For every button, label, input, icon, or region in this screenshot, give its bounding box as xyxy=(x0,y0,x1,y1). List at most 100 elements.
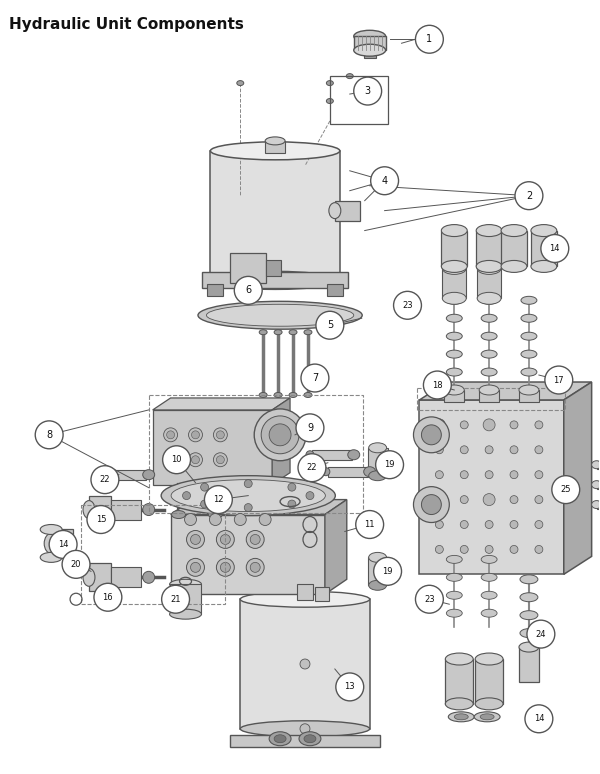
Ellipse shape xyxy=(520,628,538,638)
Text: 21: 21 xyxy=(170,594,181,604)
Circle shape xyxy=(483,419,495,431)
Bar xyxy=(208,284,223,296)
Bar xyxy=(368,557,388,585)
Ellipse shape xyxy=(519,642,539,652)
Ellipse shape xyxy=(521,386,537,394)
Ellipse shape xyxy=(521,368,537,376)
Text: 7: 7 xyxy=(312,373,318,383)
Ellipse shape xyxy=(446,296,462,304)
Circle shape xyxy=(436,446,443,454)
Ellipse shape xyxy=(445,698,473,710)
Text: 24: 24 xyxy=(536,629,546,639)
Circle shape xyxy=(185,513,196,526)
Bar xyxy=(330,76,388,124)
Circle shape xyxy=(94,584,122,611)
Text: 1: 1 xyxy=(427,34,433,44)
Ellipse shape xyxy=(289,330,297,334)
Circle shape xyxy=(525,705,553,733)
Bar xyxy=(476,231,502,266)
Ellipse shape xyxy=(261,416,299,454)
Ellipse shape xyxy=(265,137,285,145)
Ellipse shape xyxy=(446,350,462,358)
Ellipse shape xyxy=(299,731,321,745)
Ellipse shape xyxy=(170,609,202,619)
Circle shape xyxy=(301,364,329,392)
Ellipse shape xyxy=(442,262,466,275)
Text: 23: 23 xyxy=(424,594,435,604)
Circle shape xyxy=(191,431,199,439)
Circle shape xyxy=(433,419,445,431)
Circle shape xyxy=(415,585,443,613)
Circle shape xyxy=(510,495,518,504)
Ellipse shape xyxy=(206,304,354,326)
Ellipse shape xyxy=(40,525,62,535)
Ellipse shape xyxy=(476,261,502,272)
Bar xyxy=(477,269,501,298)
Bar xyxy=(335,200,360,221)
Ellipse shape xyxy=(259,392,267,398)
Circle shape xyxy=(244,504,252,512)
Circle shape xyxy=(552,476,580,504)
Circle shape xyxy=(187,558,205,577)
Circle shape xyxy=(460,446,468,454)
Circle shape xyxy=(191,535,200,544)
Bar xyxy=(149,395,363,512)
Ellipse shape xyxy=(143,571,155,584)
Circle shape xyxy=(460,495,468,504)
Text: 19: 19 xyxy=(385,461,395,469)
Bar xyxy=(419,400,564,574)
Bar xyxy=(531,231,557,266)
Circle shape xyxy=(246,530,264,549)
Circle shape xyxy=(300,724,310,734)
Ellipse shape xyxy=(476,224,502,237)
Polygon shape xyxy=(564,382,592,574)
Bar xyxy=(442,269,466,298)
Bar xyxy=(152,410,272,485)
Circle shape xyxy=(250,535,260,544)
Ellipse shape xyxy=(446,591,462,599)
Bar xyxy=(89,495,111,523)
Ellipse shape xyxy=(329,203,341,218)
Circle shape xyxy=(62,550,90,578)
Ellipse shape xyxy=(346,74,353,79)
Ellipse shape xyxy=(304,330,312,334)
Circle shape xyxy=(376,450,404,478)
Circle shape xyxy=(460,521,468,529)
Ellipse shape xyxy=(442,261,467,272)
Ellipse shape xyxy=(446,368,462,376)
Bar xyxy=(442,231,467,266)
Circle shape xyxy=(415,26,443,53)
Bar xyxy=(240,599,370,729)
Ellipse shape xyxy=(269,731,291,745)
Ellipse shape xyxy=(348,450,360,460)
Bar xyxy=(266,261,281,276)
Ellipse shape xyxy=(481,314,497,322)
Text: 8: 8 xyxy=(46,430,52,440)
Circle shape xyxy=(187,530,205,549)
Bar xyxy=(230,253,266,283)
Circle shape xyxy=(214,428,227,442)
Ellipse shape xyxy=(446,332,462,340)
Bar xyxy=(230,735,380,747)
Ellipse shape xyxy=(446,609,462,617)
Ellipse shape xyxy=(520,575,538,584)
Ellipse shape xyxy=(83,501,95,519)
Circle shape xyxy=(91,466,119,494)
Text: 18: 18 xyxy=(432,381,443,389)
Circle shape xyxy=(217,530,235,549)
Text: 11: 11 xyxy=(364,520,375,529)
Polygon shape xyxy=(272,398,290,485)
Circle shape xyxy=(87,505,115,533)
Ellipse shape xyxy=(304,392,312,398)
Circle shape xyxy=(510,521,518,529)
Text: 14: 14 xyxy=(58,540,68,549)
Circle shape xyxy=(485,546,493,553)
Text: 17: 17 xyxy=(553,375,564,385)
Ellipse shape xyxy=(306,450,314,459)
Circle shape xyxy=(460,421,468,429)
Text: 22: 22 xyxy=(100,475,110,485)
Ellipse shape xyxy=(445,385,464,395)
Text: 14: 14 xyxy=(533,714,544,724)
Circle shape xyxy=(167,456,175,464)
Bar xyxy=(51,529,73,557)
